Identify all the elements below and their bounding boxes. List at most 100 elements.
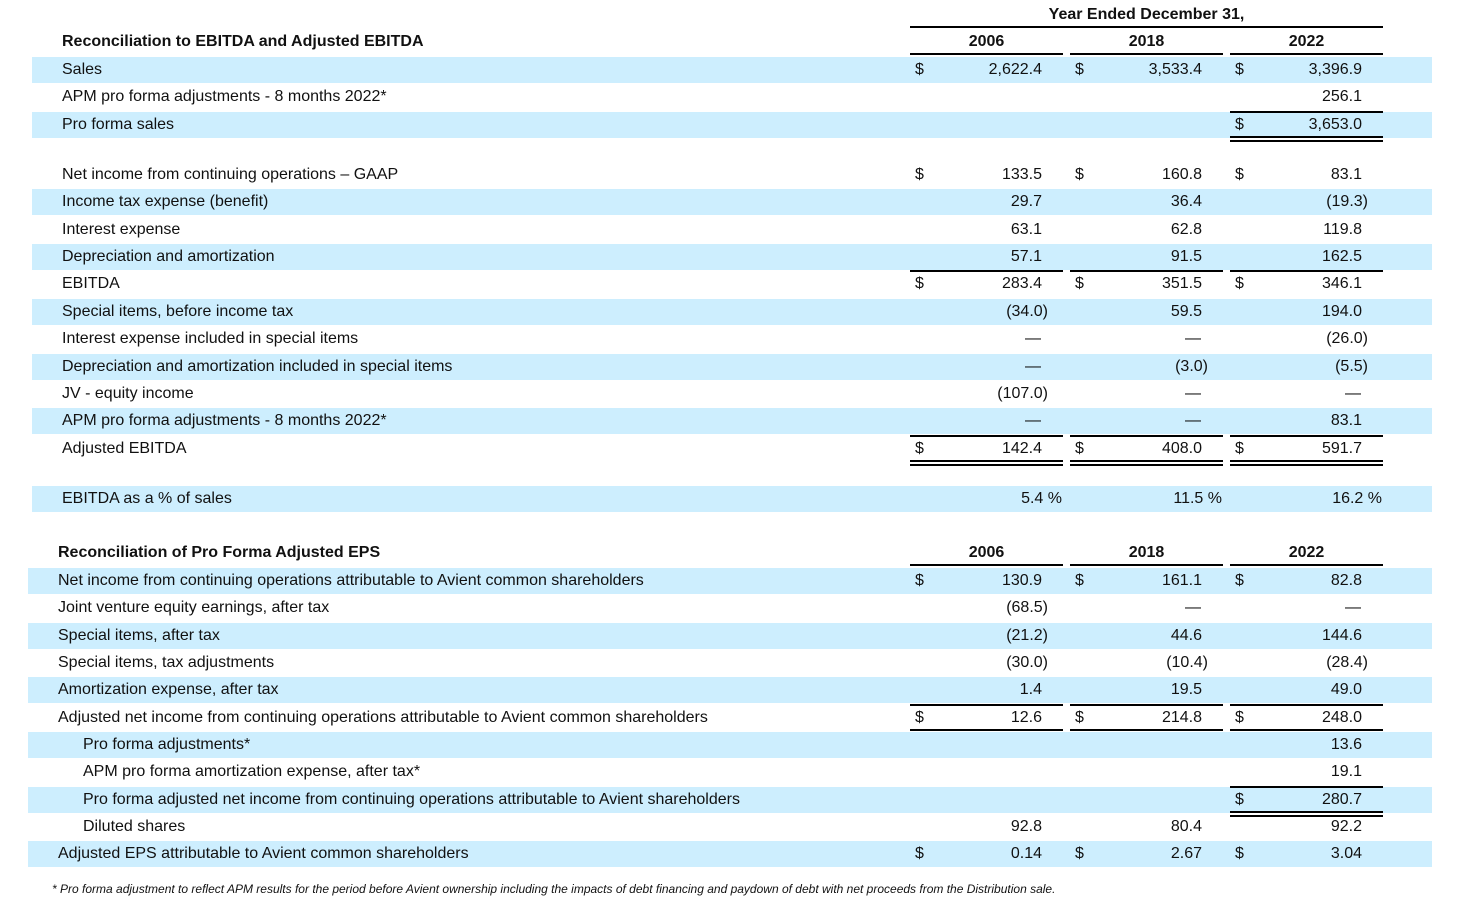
row-label: Special items, before income tax [62,303,294,320]
currency-symbol: $ [1235,275,1244,292]
currency-symbol: $ [1235,116,1244,133]
header-rule [910,26,1383,28]
currency-symbol: $ [1235,572,1244,589]
year-header: 2018 [1128,544,1165,561]
subtotal-rule [1230,435,1383,437]
currency-symbol: $ [1235,845,1244,862]
subtotal-rule [1230,111,1383,113]
cell-value: 142.4 [1001,440,1042,457]
currency-symbol: $ [915,709,924,726]
row-label: EBITDA as a % of sales [62,490,232,507]
cell-value: 82.8 [1330,572,1362,589]
table-row [32,299,1432,325]
currency-symbol: $ [1075,61,1084,78]
cell-value: 19.5 [1170,681,1202,698]
cell-value: — [1025,330,1041,347]
year-header-rule [1230,53,1383,55]
year-header-rule [1230,564,1383,566]
cell-value: (21.2) [1006,627,1048,644]
row-label: Diluted shares [83,818,186,835]
cell-value: (28.4) [1326,654,1368,671]
cell-value: 29.7 [1010,193,1042,210]
cell-value: 49.0 [1330,681,1362,698]
year-header: 2022 [1288,33,1325,50]
cell-value: 161.1 [1161,572,1202,589]
cell-value: 83.1 [1330,412,1362,429]
table-row [32,408,1432,434]
cell-value: 256.1 [1321,88,1362,105]
cell-value: 3,653.0 [1308,116,1362,133]
cell-value: 2,622.4 [988,61,1042,78]
table-row [28,568,1432,594]
row-label: Amortization expense, after tax [58,681,279,698]
total-double-rule [1230,811,1383,817]
cell-value: (3.0) [1175,358,1208,375]
table-row [32,189,1432,215]
cell-value: — [1185,412,1201,429]
cell-value: 83.1 [1330,166,1362,183]
cell-value: (19.3) [1326,193,1368,210]
cell-value: 408.0 [1161,440,1202,457]
table-row [32,486,1432,512]
row-label: Special items, after tax [58,627,220,644]
cell-value: (34.0) [1006,303,1048,320]
row-label: Interest expense [62,221,181,238]
total-double-rule [1230,136,1383,142]
cell-value: 2.67 [1170,845,1202,862]
cell-value: 351.5 [1161,275,1202,292]
cell-value: 3,396.9 [1308,61,1362,78]
row-label: APM pro forma adjustments - 8 months 202… [62,88,387,105]
row-label: Income tax expense (benefit) [62,193,269,210]
row-label: APM pro forma adjustments - 8 months 202… [62,412,387,429]
cell-value: 144.6 [1321,627,1362,644]
cell-value: 92.2 [1330,818,1362,835]
currency-symbol: $ [1075,845,1084,862]
table-row [32,112,1432,138]
currency-symbol: $ [1235,166,1244,183]
table-row [32,354,1432,380]
subtotal-rule [910,435,1063,437]
row-label: Pro forma sales [62,116,175,133]
cell-value: — [1185,385,1201,402]
cell-value: 130.9 [1001,572,1042,589]
table-row [28,841,1432,867]
subtotal-rule [1230,270,1383,272]
cell-value: 36.4 [1170,193,1202,210]
subtotal-rule [1230,786,1383,788]
cell-value: 16.2 % [1332,490,1382,507]
year-header-rule [1070,564,1223,566]
subtotal-rule [1230,704,1383,706]
table-row [28,677,1432,703]
cell-value: 162.5 [1321,248,1362,265]
currency-symbol: $ [915,275,924,292]
cell-value: (26.0) [1326,330,1368,347]
currency-symbol: $ [1235,709,1244,726]
cell-value: — [1345,599,1361,616]
currency-symbol: $ [1075,709,1084,726]
section-title: Reconciliation of Pro Forma Adjusted EPS [58,544,381,561]
cell-value: 194.0 [1321,303,1362,320]
cell-value: 0.14 [1010,845,1042,862]
currency-symbol: $ [915,166,924,183]
cell-value: 62.8 [1170,221,1202,238]
cell-value: — [1025,412,1041,429]
currency-symbol: $ [1075,572,1084,589]
currency-symbol: $ [1235,440,1244,457]
row-label: APM pro forma amortization expense, afte… [83,763,421,780]
cell-value: — [1345,385,1361,402]
cell-value: 19.1 [1330,763,1362,780]
cell-value: 92.8 [1010,818,1042,835]
row-label: EBITDA [62,275,120,292]
year-header: 2022 [1288,544,1325,561]
cell-value: 280.7 [1321,791,1362,808]
cell-value: — [1185,599,1201,616]
subtotal-rule [910,270,1063,272]
subtotal-rule [1070,270,1223,272]
row-label: Net income from continuing operations at… [58,572,644,589]
row-label: Pro forma adjustments* [83,736,251,753]
cell-value: 80.4 [1170,818,1202,835]
year-header: 2006 [968,544,1005,561]
cell-value: 13.6 [1330,736,1362,753]
currency-symbol: $ [1235,791,1244,808]
